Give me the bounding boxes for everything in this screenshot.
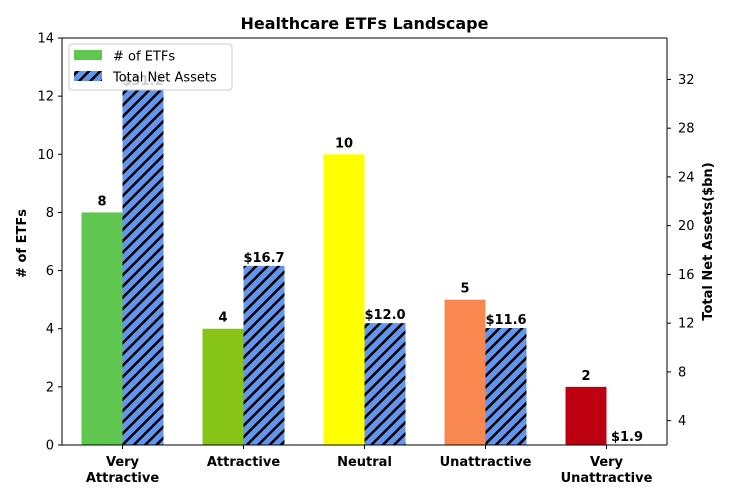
- y-tick-label-right: 16: [678, 268, 695, 283]
- data-label-etf-count: 10: [335, 136, 353, 151]
- x-tick-label-line: Neutral: [337, 455, 392, 470]
- bar-net-assets: [485, 328, 527, 445]
- y-tick-label-right: 8: [678, 365, 686, 380]
- y-tick-label-left: 2: [46, 380, 54, 395]
- chart-title: Healthcare ETFs Landscape: [241, 14, 489, 33]
- y-tick-label-right: 32: [678, 73, 695, 88]
- legend: # of ETFs Total Net Assets: [68, 43, 233, 91]
- bar-etf-count: [444, 299, 486, 445]
- y-tick-label-left: 6: [46, 264, 54, 279]
- y-tick-label-left: 4: [46, 322, 54, 337]
- y-tick-label-left: 8: [46, 206, 54, 221]
- x-tick-label: Very Unattractive: [561, 455, 653, 486]
- x-tick-label-line: Unattractive: [440, 455, 532, 470]
- bar-net-assets: [243, 265, 285, 445]
- x-tick-label-line: Attractive: [86, 471, 160, 486]
- y-axis-right-label: Total Net Assets($bn): [701, 162, 716, 320]
- y-tick-label-left: 10: [37, 148, 54, 163]
- legend-swatch-net-assets: [74, 71, 102, 81]
- bar-etf-count: [323, 154, 365, 446]
- legend-swatch-etf-count: [74, 50, 102, 60]
- x-tick-label: Very Attractive: [86, 455, 160, 486]
- y-tick-label-right: 28: [678, 122, 695, 137]
- data-label-etf-count: 8: [97, 194, 106, 209]
- data-label-net-assets: $12.0: [364, 308, 405, 323]
- y-tick-label-right: 12: [678, 317, 695, 332]
- legend-label-net-assets: Total Net Assets: [112, 71, 217, 86]
- y-tick-label-right: 4: [678, 414, 686, 429]
- legend-box: [68, 43, 233, 91]
- data-label-net-assets: $16.7: [243, 251, 284, 266]
- data-label-net-assets: $11.6: [485, 313, 526, 328]
- y-tick-label-left: 12: [37, 90, 54, 105]
- bar-net-assets: [122, 89, 164, 446]
- x-tick-label-line: Unattractive: [561, 471, 653, 486]
- data-label-net-assets: $1.9: [611, 430, 643, 445]
- bar-etf-count: [565, 386, 607, 445]
- x-tick-label-line: Very: [106, 455, 140, 470]
- plot-area: 8$31.24$16.710$12.05$11.62$1.90246810121…: [15, 32, 716, 487]
- data-label-etf-count: 4: [218, 311, 227, 326]
- data-label-etf-count: 5: [460, 282, 469, 297]
- bar-net-assets: [364, 323, 406, 445]
- x-tick-label-line: Attractive: [207, 455, 281, 470]
- bar-etf-count: [81, 212, 123, 445]
- bar-etf-count: [202, 328, 244, 445]
- y-tick-label-right: 24: [678, 170, 695, 185]
- y-axis-left-label: # of ETFs: [15, 209, 30, 278]
- x-tick-label: Attractive: [207, 455, 281, 470]
- x-tick-label: Neutral: [337, 455, 392, 470]
- y-tick-label-right: 20: [678, 219, 695, 234]
- x-tick-label: Unattractive: [440, 455, 532, 470]
- y-tick-label-left: 0: [46, 439, 54, 454]
- data-label-etf-count: 2: [581, 369, 590, 384]
- legend-label-etf-count: # of ETFs: [113, 50, 175, 65]
- y-tick-label-left: 14: [37, 32, 54, 47]
- x-tick-label-line: Very: [590, 455, 624, 470]
